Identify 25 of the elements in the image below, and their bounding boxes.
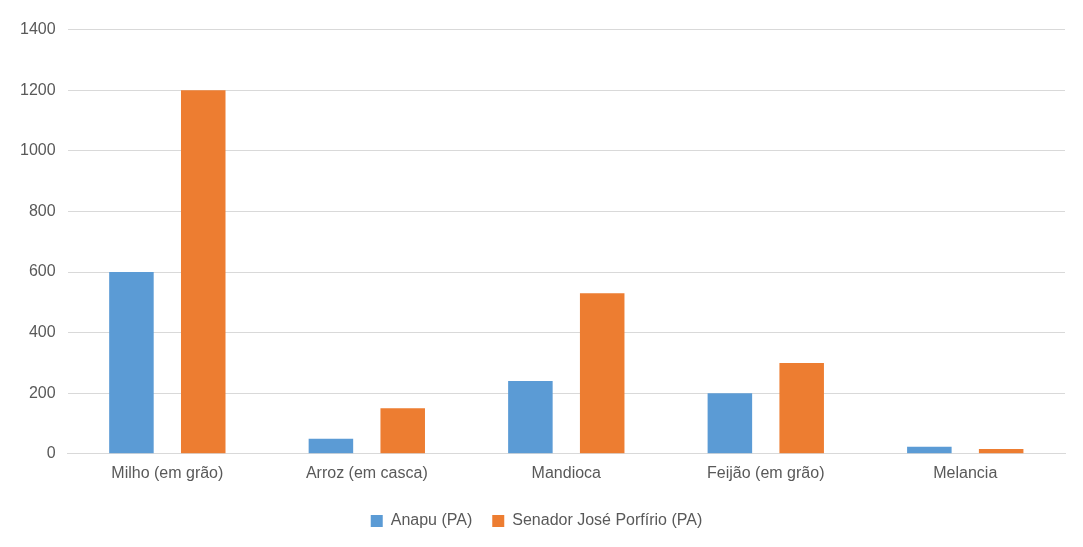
bar bbox=[707, 393, 753, 454]
y-tick-label: 1200 bbox=[20, 80, 56, 98]
bar bbox=[508, 381, 553, 454]
x-tick-label: Arroz (em casca) bbox=[305, 463, 428, 481]
bar bbox=[978, 448, 1024, 454]
bar bbox=[779, 362, 824, 454]
x-tick-label: Milho (em grão) bbox=[111, 463, 224, 481]
bar bbox=[109, 272, 154, 454]
y-tick-label: 400 bbox=[28, 323, 56, 341]
legend-label: Anapu (PA) bbox=[390, 511, 473, 529]
y-tick-label: 0 bbox=[46, 444, 56, 462]
x-tick-label: Feijão (em grão) bbox=[707, 463, 825, 481]
y-tick-label: 1400 bbox=[20, 20, 56, 38]
bar bbox=[907, 446, 952, 454]
y-tick-label: 600 bbox=[28, 262, 56, 280]
bar bbox=[579, 293, 625, 454]
y-tick-label: 800 bbox=[28, 201, 56, 219]
y-tick-label: 200 bbox=[28, 383, 56, 401]
legend-label: Senador José Porfírio (PA) bbox=[512, 511, 703, 529]
x-tick-label: Mandioca bbox=[531, 463, 602, 481]
y-tick-label: 1000 bbox=[20, 141, 56, 159]
bar bbox=[380, 408, 425, 454]
bar bbox=[308, 438, 354, 454]
x-tick-label: Melancia bbox=[933, 463, 998, 481]
bar bbox=[180, 90, 226, 454]
